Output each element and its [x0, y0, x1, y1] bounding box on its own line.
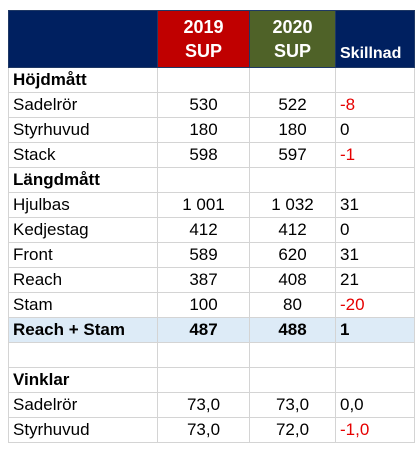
- header-blank-cell[interactable]: [8, 10, 158, 68]
- section-row-length: Längdmått: [8, 167, 415, 193]
- row-label[interactable]: Kedjestag: [8, 217, 158, 243]
- value-2019[interactable]: 530: [157, 92, 250, 118]
- value-diff[interactable]: -8: [335, 92, 415, 118]
- row-label[interactable]: Reach: [8, 267, 158, 293]
- row-label[interactable]: Styrhuvud: [8, 117, 158, 143]
- value-2020[interactable]: 408: [249, 267, 336, 293]
- value-diff[interactable]: 31: [335, 192, 415, 218]
- value-diff[interactable]: 1: [335, 317, 415, 343]
- value-2019[interactable]: 412: [157, 217, 250, 243]
- table-row: Stack 598 597 -1: [8, 142, 415, 168]
- row-label[interactable]: Sadelrör: [8, 92, 158, 118]
- section-title-angles[interactable]: Vinklar: [8, 367, 158, 393]
- table-row: Styrhuvud 180 180 0: [8, 117, 415, 143]
- row-label[interactable]: Styrhuvud: [8, 417, 158, 443]
- table-row: Front 589 620 31: [8, 242, 415, 268]
- row-label[interactable]: Hjulbas: [8, 192, 158, 218]
- row-label[interactable]: Reach + Stam: [8, 317, 158, 343]
- empty-cell[interactable]: [157, 367, 250, 393]
- value-diff[interactable]: 0: [335, 217, 415, 243]
- section-title-height[interactable]: Höjdmått: [8, 67, 158, 93]
- empty-cell[interactable]: [249, 167, 336, 193]
- value-2020[interactable]: 597: [249, 142, 336, 168]
- header-2019-year: 2019: [183, 17, 224, 37]
- empty-cell[interactable]: [249, 67, 336, 93]
- value-2019[interactable]: 387: [157, 267, 250, 293]
- row-label[interactable]: Stack: [8, 142, 158, 168]
- value-diff[interactable]: 21: [335, 267, 415, 293]
- spacer-row: [8, 342, 415, 368]
- value-diff[interactable]: -20: [335, 292, 415, 318]
- value-2020[interactable]: 73,0: [249, 392, 336, 418]
- header-2019-cell[interactable]: 2019 SUP: [157, 10, 250, 68]
- table-row: Kedjestag 412 412 0: [8, 217, 415, 243]
- empty-cell[interactable]: [157, 67, 250, 93]
- value-diff[interactable]: 0: [335, 117, 415, 143]
- row-label[interactable]: Sadelrör: [8, 392, 158, 418]
- empty-cell[interactable]: [157, 342, 250, 368]
- header-2020-year: 2020: [272, 17, 313, 37]
- empty-cell[interactable]: [335, 67, 415, 93]
- section-title-length[interactable]: Längdmått: [8, 167, 158, 193]
- empty-cell[interactable]: [335, 167, 415, 193]
- empty-cell[interactable]: [335, 367, 415, 393]
- table-row: Reach 387 408 21: [8, 267, 415, 293]
- row-label[interactable]: Stam: [8, 292, 158, 318]
- value-2019[interactable]: 589: [157, 242, 250, 268]
- section-row-angles: Vinklar: [8, 367, 415, 393]
- empty-cell[interactable]: [157, 167, 250, 193]
- value-2019[interactable]: 73,0: [157, 392, 250, 418]
- geometry-table: 2019 SUP 2020 SUP Skillnad Höjdmått Sade…: [8, 10, 415, 443]
- value-2020[interactable]: 412: [249, 217, 336, 243]
- header-2020-model: SUP: [273, 41, 311, 61]
- value-2020[interactable]: 72,0: [249, 417, 336, 443]
- empty-cell[interactable]: [8, 342, 158, 368]
- empty-cell[interactable]: [335, 342, 415, 368]
- table-row: Stam 100 80 -20: [8, 292, 415, 318]
- table-row: Sadelrör 73,0 73,0 0,0: [8, 392, 415, 418]
- value-diff[interactable]: -1,0: [335, 417, 415, 443]
- empty-cell[interactable]: [249, 342, 336, 368]
- value-2019[interactable]: 598: [157, 142, 250, 168]
- section-row-height: Höjdmått: [8, 67, 415, 93]
- value-2019[interactable]: 180: [157, 117, 250, 143]
- value-2019[interactable]: 1 001: [157, 192, 250, 218]
- value-diff[interactable]: 31: [335, 242, 415, 268]
- header-2019-model: SUP: [184, 41, 222, 61]
- header-row: 2019 SUP 2020 SUP Skillnad: [8, 10, 415, 68]
- header-diff-cell[interactable]: Skillnad: [335, 10, 415, 68]
- value-2020[interactable]: 180: [249, 117, 336, 143]
- value-2020[interactable]: 522: [249, 92, 336, 118]
- empty-cell[interactable]: [249, 367, 336, 393]
- table-row: Sadelrör 530 522 -8: [8, 92, 415, 118]
- table-row: Hjulbas 1 001 1 032 31: [8, 192, 415, 218]
- value-2020[interactable]: 488: [249, 317, 336, 343]
- value-2020[interactable]: 620: [249, 242, 336, 268]
- value-diff[interactable]: 0,0: [335, 392, 415, 418]
- table-row: Styrhuvud 73,0 72,0 -1,0: [8, 417, 415, 443]
- value-2019[interactable]: 100: [157, 292, 250, 318]
- value-2019[interactable]: 73,0: [157, 417, 250, 443]
- value-diff[interactable]: -1: [335, 142, 415, 168]
- value-2020[interactable]: 80: [249, 292, 336, 318]
- header-2020-cell[interactable]: 2020 SUP: [249, 10, 336, 68]
- value-2019[interactable]: 487: [157, 317, 250, 343]
- row-label[interactable]: Front: [8, 242, 158, 268]
- total-row: Reach + Stam 487 488 1: [8, 317, 415, 343]
- value-2020[interactable]: 1 032: [249, 192, 336, 218]
